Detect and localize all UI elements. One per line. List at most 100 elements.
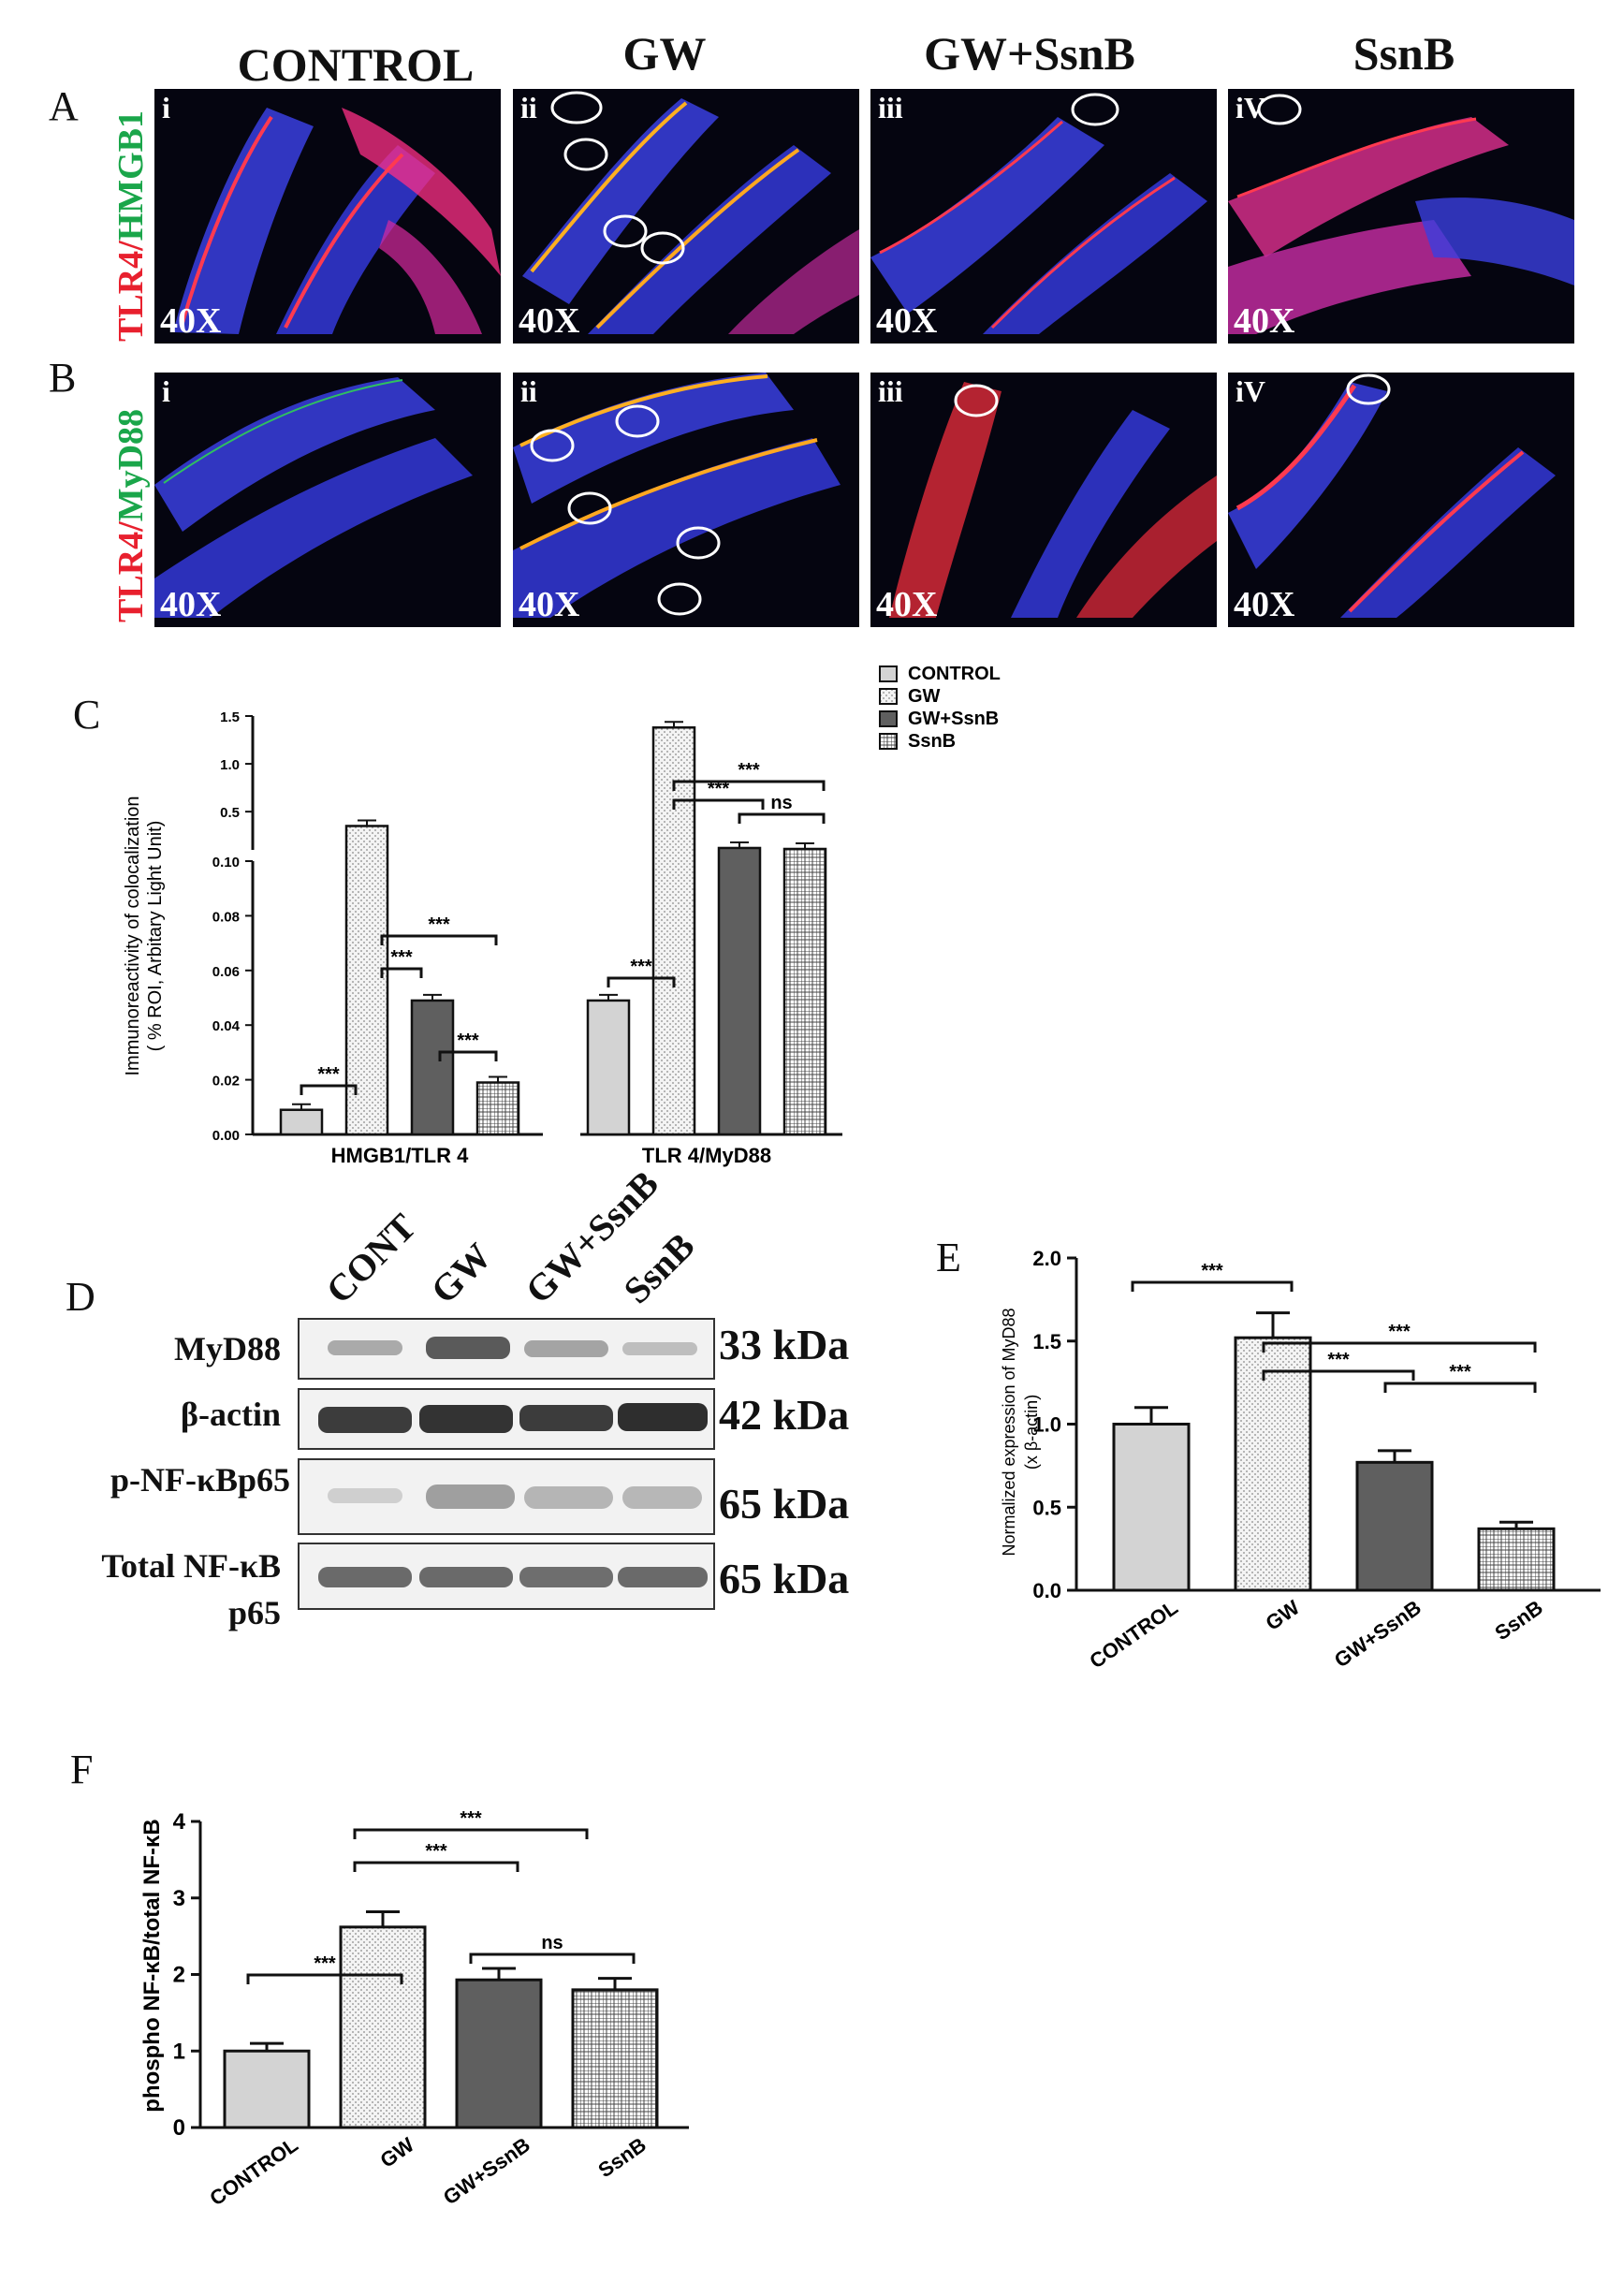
sig-c4-label: *** bbox=[457, 1031, 479, 1051]
micrograph-index: iV bbox=[1236, 91, 1265, 124]
sig-f3-label: *** bbox=[460, 1808, 482, 1829]
column-header-ssnb: SsnB bbox=[1352, 27, 1455, 80]
x-tick-label: GW bbox=[1261, 1595, 1304, 1634]
x-tick-label: CONTROL bbox=[205, 2133, 301, 2211]
sig-e2-label: *** bbox=[1388, 1322, 1411, 1342]
sig-e4-label: *** bbox=[1449, 1362, 1471, 1382]
legend-label: GW bbox=[908, 686, 941, 707]
sig-e2-bracket bbox=[1262, 1341, 1537, 1353]
y-axis-label: Immunoreactivity of colocalization( % RO… bbox=[123, 796, 166, 1075]
column-header-control: CONTROL bbox=[237, 38, 475, 91]
y-tick-label: 0.08 bbox=[212, 909, 240, 925]
lane-label-cont: CONT bbox=[317, 1205, 425, 1312]
sig-e1-bracket bbox=[1131, 1280, 1294, 1292]
y-tick-label: 0.06 bbox=[212, 964, 240, 980]
y-tick-label: 1.0 bbox=[1032, 1413, 1061, 1437]
chart-e: 0.0 0.5 1.0 1.5 2.0 CONTROL GW GW+SsnB SsnB Norma… bbox=[1000, 1247, 1601, 1673]
lane-label-gw: GW bbox=[422, 1235, 500, 1312]
x-tick-label: GW+SsnB bbox=[439, 2133, 534, 2210]
legend-swatch bbox=[879, 710, 898, 727]
micrograph-index: ii bbox=[520, 91, 537, 124]
blot-size-total-nfkb: 65 kDa bbox=[719, 1555, 850, 1602]
panel-letter-f: F bbox=[70, 1747, 94, 1792]
magnification-label: 40X bbox=[1234, 301, 1295, 341]
panel-letter-c: C bbox=[73, 692, 101, 738]
sig-e1-label: *** bbox=[1201, 1261, 1223, 1281]
sig-f1-label: *** bbox=[314, 1953, 336, 1974]
micrograph-a-control: i 40X bbox=[154, 89, 501, 344]
legend-label: GW+SsnB bbox=[908, 709, 999, 729]
micrograph-b-ssnb: iV 40X bbox=[1228, 373, 1574, 627]
sig-c5-bracket bbox=[607, 976, 676, 987]
bar-gw-ssnb-0 bbox=[410, 999, 455, 1136]
micrograph-b-gw: ii 40X bbox=[513, 373, 859, 627]
micrograph-index: iii bbox=[878, 374, 903, 408]
sig-c7-bracket bbox=[672, 780, 826, 791]
blot-size-beta-actin: 42 kDa bbox=[719, 1391, 850, 1439]
blot-size-p-nfkb: 65 kDa bbox=[719, 1480, 850, 1528]
bar-ssnb-0 bbox=[475, 1081, 520, 1136]
bar-control-0 bbox=[279, 1108, 324, 1136]
column-header-gw-ssnb: GW+SsnB bbox=[924, 27, 1135, 80]
micrograph-b-control: i 40X bbox=[154, 373, 501, 627]
y-tick-label: 3 bbox=[173, 1886, 185, 1911]
y-tick-label: 1.0 bbox=[220, 757, 240, 773]
blot-myd88 bbox=[298, 1318, 715, 1380]
bar-gw bbox=[1234, 1336, 1312, 1592]
bar-ssnb-1 bbox=[782, 847, 827, 1136]
micrograph-b-gw-ssnb: iii 40X bbox=[870, 373, 1217, 627]
micrograph-a-ssnb: iV 40X bbox=[1228, 89, 1574, 344]
lane-label-ssnb: SsnB bbox=[615, 1224, 703, 1312]
micrograph-index: iV bbox=[1236, 374, 1265, 408]
blot-label-p-nfkb: p-NF-κBp65 bbox=[110, 1461, 290, 1499]
sig-e3-label: *** bbox=[1327, 1350, 1350, 1370]
sig-c3-label: *** bbox=[428, 914, 450, 935]
blot-label-myd88: MyD88 bbox=[174, 1330, 281, 1367]
sig-e3-bracket bbox=[1262, 1369, 1415, 1381]
y-tick-label: 1.5 bbox=[220, 709, 240, 725]
y-tick-label: 0.02 bbox=[212, 1074, 240, 1090]
bar-gw bbox=[339, 1925, 427, 2129]
magnification-label: 40X bbox=[160, 585, 222, 624]
column-header-gw: GW bbox=[622, 27, 707, 80]
sig-c2-bracket bbox=[380, 967, 423, 978]
bar-gw-ssnb bbox=[455, 1978, 543, 2129]
y-tick-label: 0.5 bbox=[1032, 1496, 1061, 1519]
y-tick-label: 1.5 bbox=[1032, 1330, 1061, 1353]
blot-total-nfkb bbox=[298, 1543, 715, 1610]
sig-c8-bracket bbox=[738, 812, 826, 824]
group-label: HMGB1/TLR 4 bbox=[331, 1144, 469, 1167]
sig-c2-label: *** bbox=[390, 947, 413, 968]
micrograph-a-gw: ii 40X bbox=[513, 89, 859, 344]
sig-c4-bracket bbox=[438, 1050, 498, 1061]
magnification-label: 40X bbox=[160, 301, 222, 341]
y-tick-label: 2.0 bbox=[1032, 1247, 1061, 1270]
micrograph-index: iii bbox=[878, 91, 903, 124]
x-tick-label: SsnB bbox=[593, 2133, 650, 2183]
y-tick-label: 0.0 bbox=[1032, 1579, 1061, 1602]
panel-letter-e: E bbox=[936, 1235, 961, 1280]
micrograph-index: i bbox=[162, 374, 170, 408]
bar-gw-ssnb-1 bbox=[717, 846, 762, 1136]
group-label: TLR 4/MyD88 bbox=[642, 1144, 771, 1167]
magnification-label: 40X bbox=[876, 301, 938, 341]
row-b-stain-label: TLR4/MyD88 bbox=[111, 408, 151, 622]
micrograph-index: i bbox=[162, 91, 170, 124]
legend-swatch bbox=[879, 665, 898, 682]
legend-label: CONTROL bbox=[908, 664, 1001, 684]
legend-label: SsnB bbox=[908, 731, 956, 752]
sig-e4-bracket bbox=[1383, 1382, 1537, 1393]
blot-label-beta-actin: β-actin bbox=[181, 1396, 281, 1433]
chart-f: 0 1 2 3 4 CONTROL GW GW+SsnB SsnB phospho NF-κB/t… bbox=[139, 1808, 689, 2211]
micrograph-a-gw-ssnb: iii 40X bbox=[870, 89, 1217, 344]
sig-c3-bracket bbox=[380, 934, 498, 945]
bar-control-1 bbox=[586, 999, 631, 1136]
blot-p-nfkb bbox=[298, 1458, 715, 1535]
y-tick-label: 0.04 bbox=[212, 1018, 241, 1034]
bar-gw-ssnb bbox=[1355, 1460, 1434, 1592]
y-tick-label: 0 bbox=[173, 2115, 185, 2141]
x-tick-label: SsnB bbox=[1490, 1596, 1546, 1645]
micrograph-index: ii bbox=[520, 374, 537, 408]
sig-c6-label: *** bbox=[708, 779, 730, 799]
sig-c7-label: *** bbox=[738, 760, 760, 781]
